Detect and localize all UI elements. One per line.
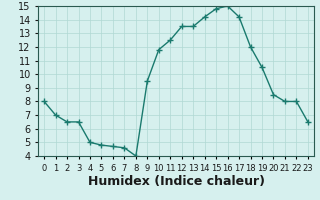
X-axis label: Humidex (Indice chaleur): Humidex (Indice chaleur) [87,175,265,188]
